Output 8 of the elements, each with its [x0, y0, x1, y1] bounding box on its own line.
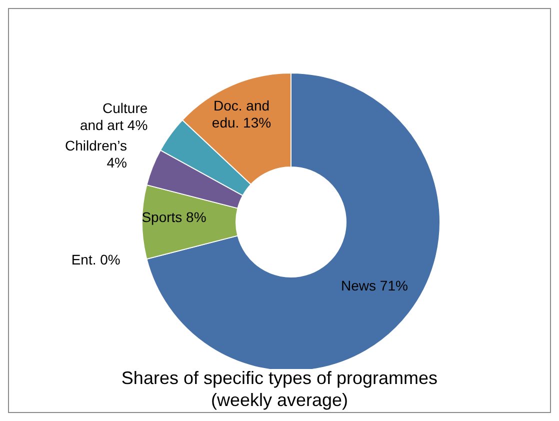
slice-label: Sports 8% [142, 209, 206, 225]
data-label: 4% [106, 154, 128, 171]
slice-label: Children’s [65, 138, 128, 154]
slice-label: Culture and art 4% [80, 100, 148, 133]
text: Shares of specific types of programmes (weekly average) [120, 367, 439, 411]
slice-label: News 71% [341, 278, 408, 294]
slice-label: Doc. and edu. 13% [212, 98, 272, 131]
category-label: Ent. 0% [71, 252, 120, 268]
